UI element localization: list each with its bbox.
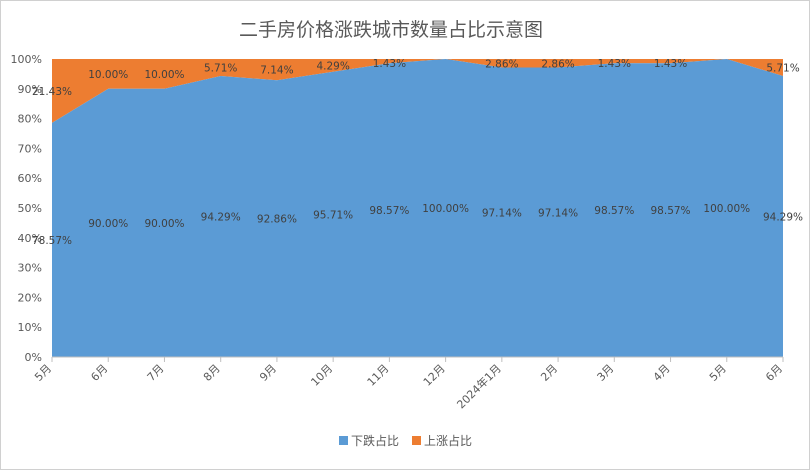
- x-tick-label: 5月: [32, 362, 54, 384]
- y-tick-label: 60%: [18, 172, 42, 185]
- y-tick-label: 10%: [18, 321, 42, 334]
- data-label-up: 2.86%: [485, 58, 518, 70]
- data-label-down: 97.14%: [538, 207, 578, 219]
- x-tick-label: 8月: [201, 362, 223, 384]
- x-tick-label: 11月: [365, 362, 392, 389]
- data-label-down: 78.57%: [32, 235, 72, 247]
- x-tick-label: 6月: [763, 362, 785, 384]
- data-label-down: 92.86%: [257, 214, 297, 226]
- x-tick-label: 9月: [257, 362, 279, 384]
- y-tick-label: 20%: [18, 291, 42, 304]
- data-label-up: 1.43%: [373, 58, 406, 70]
- y-tick-label: 70%: [18, 142, 42, 155]
- data-label-up: 7.14%: [260, 65, 293, 77]
- x-tick-label: 5月: [707, 362, 729, 384]
- legend-swatch-up: [412, 436, 421, 445]
- data-label-up: 10.00%: [88, 69, 128, 81]
- y-tick-label: 90%: [18, 83, 42, 96]
- data-label-down: 90.00%: [144, 218, 184, 230]
- data-label-up: 1.43%: [598, 58, 631, 70]
- data-label-up: 2.86%: [541, 58, 574, 70]
- y-tick-label: 40%: [18, 232, 42, 245]
- legend-swatch-down: [339, 436, 348, 445]
- y-tick-label: 30%: [18, 262, 42, 275]
- data-label-down: 98.57%: [651, 205, 691, 217]
- x-tick-label: 4月: [651, 362, 673, 384]
- chart-title: 二手房价格涨跌城市数量占比示意图: [239, 19, 543, 41]
- x-tick-label: 2024年1月: [454, 361, 504, 411]
- area-series-down: [52, 59, 783, 357]
- y-tick-label: 80%: [18, 113, 42, 126]
- data-label-up: 5.71%: [204, 63, 237, 75]
- area-series-up: [52, 59, 783, 123]
- data-labels: 78.57% 21.43% 90.00% 10.00% 90.00% 10.00% 94.2…: [32, 58, 803, 247]
- x-tick-label: 3月: [595, 362, 617, 384]
- data-label-down: 95.71%: [313, 209, 353, 221]
- legend-label-down: 下跌占比: [351, 433, 399, 448]
- y-tick-label: 0%: [25, 351, 42, 364]
- data-label-up: 4.29%: [316, 60, 349, 72]
- data-label-down: 94.29%: [763, 212, 803, 224]
- data-label-down: 90.00%: [88, 218, 128, 230]
- data-label-down: 100.00%: [703, 203, 750, 215]
- legend-label-up: 上涨占比: [424, 433, 472, 448]
- y-axis: 0% 10% 20% 30% 40% 50% 60% 70% 80% 90% 100%: [11, 53, 42, 364]
- data-label-up: 1.43%: [654, 58, 687, 70]
- y-tick-label: 100%: [11, 53, 42, 66]
- data-label-down: 98.57%: [594, 205, 634, 217]
- data-label-up: 5.71%: [766, 63, 799, 75]
- data-label-up: 10.00%: [144, 69, 184, 81]
- x-tick-label: 7月: [145, 362, 167, 384]
- x-tick-label: 2月: [538, 362, 560, 384]
- x-tick-label: 10月: [308, 362, 335, 389]
- y-tick-label: 50%: [18, 202, 42, 215]
- x-tick-label: 12月: [421, 362, 448, 389]
- data-label-down: 97.14%: [482, 207, 522, 219]
- x-tick-label: 6月: [88, 362, 110, 384]
- plot-areas: [52, 59, 783, 357]
- data-label-down: 94.29%: [201, 212, 241, 224]
- data-label-down: 100.00%: [422, 203, 469, 215]
- legend: 下跌占比 上涨占比: [339, 433, 472, 448]
- x-axis: 5月 6月 7月 8月 9月 10月 11月 12月 2024年1月 2月 3月 4月 5月 6月: [32, 356, 785, 411]
- data-label-up: 21.43%: [32, 86, 72, 98]
- data-label-down: 98.57%: [369, 205, 409, 217]
